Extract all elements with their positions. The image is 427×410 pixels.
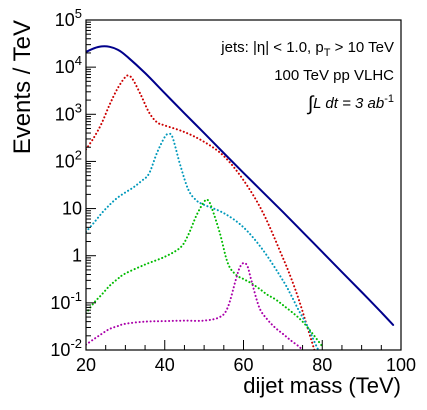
y-tick-label: 103 [55, 100, 82, 124]
series-line-2 [86, 74, 316, 350]
x-tick-label: 60 [233, 355, 253, 375]
tick-layer: 20 40 60 80 100 10-2 10-1 1 10 102 103 104 105 [50, 6, 416, 375]
y-tick-label: 10-1 [50, 289, 82, 313]
y-tick-label: 102 [55, 147, 82, 171]
x-tick-label: 20 [76, 355, 96, 375]
y-tick-label: 105 [55, 6, 82, 30]
annotation-box: jets: |η| < 1.0, pT > 10 TeV 100 TeV pp … [220, 39, 394, 115]
series-line-5 [86, 261, 304, 350]
annotation-line-3-exp: -1 [384, 93, 394, 105]
y-tick-label: 10-2 [50, 336, 82, 360]
x-tick-label: 40 [155, 355, 175, 375]
annotation-line-1-prefix: jets: |η| < 1.0, p [220, 39, 323, 56]
x-axis-label: dijet mass (TeV) [243, 373, 401, 398]
series-line-4 [86, 198, 324, 348]
annotation-line-2: 100 TeV pp VLHC [274, 67, 394, 84]
annotation-line-1-suffix: > 10 TeV [330, 39, 394, 56]
y-tick-label: 104 [55, 53, 82, 77]
y-tick-label: 10 [62, 199, 82, 219]
annotation-line-1: jets: |η| < 1.0, pT > 10 TeV [220, 39, 394, 59]
annotation-integral-sign: ∫ [307, 93, 315, 115]
annotation-line-3-text: L dt = 3 ab [313, 95, 384, 112]
series-line-3 [86, 132, 320, 350]
x-tick-label: 100 [386, 355, 416, 375]
annotation-line-1-sub: T [324, 47, 331, 59]
y-tick-label: 1 [72, 246, 82, 266]
series-line-1 [86, 45, 395, 326]
series-layer [86, 45, 395, 350]
annotation-line-3: ∫L dt = 3 ab-1 [307, 93, 394, 115]
y-axis-label: Events / TeV [9, 20, 36, 154]
x-tick-label: 80 [312, 355, 332, 375]
